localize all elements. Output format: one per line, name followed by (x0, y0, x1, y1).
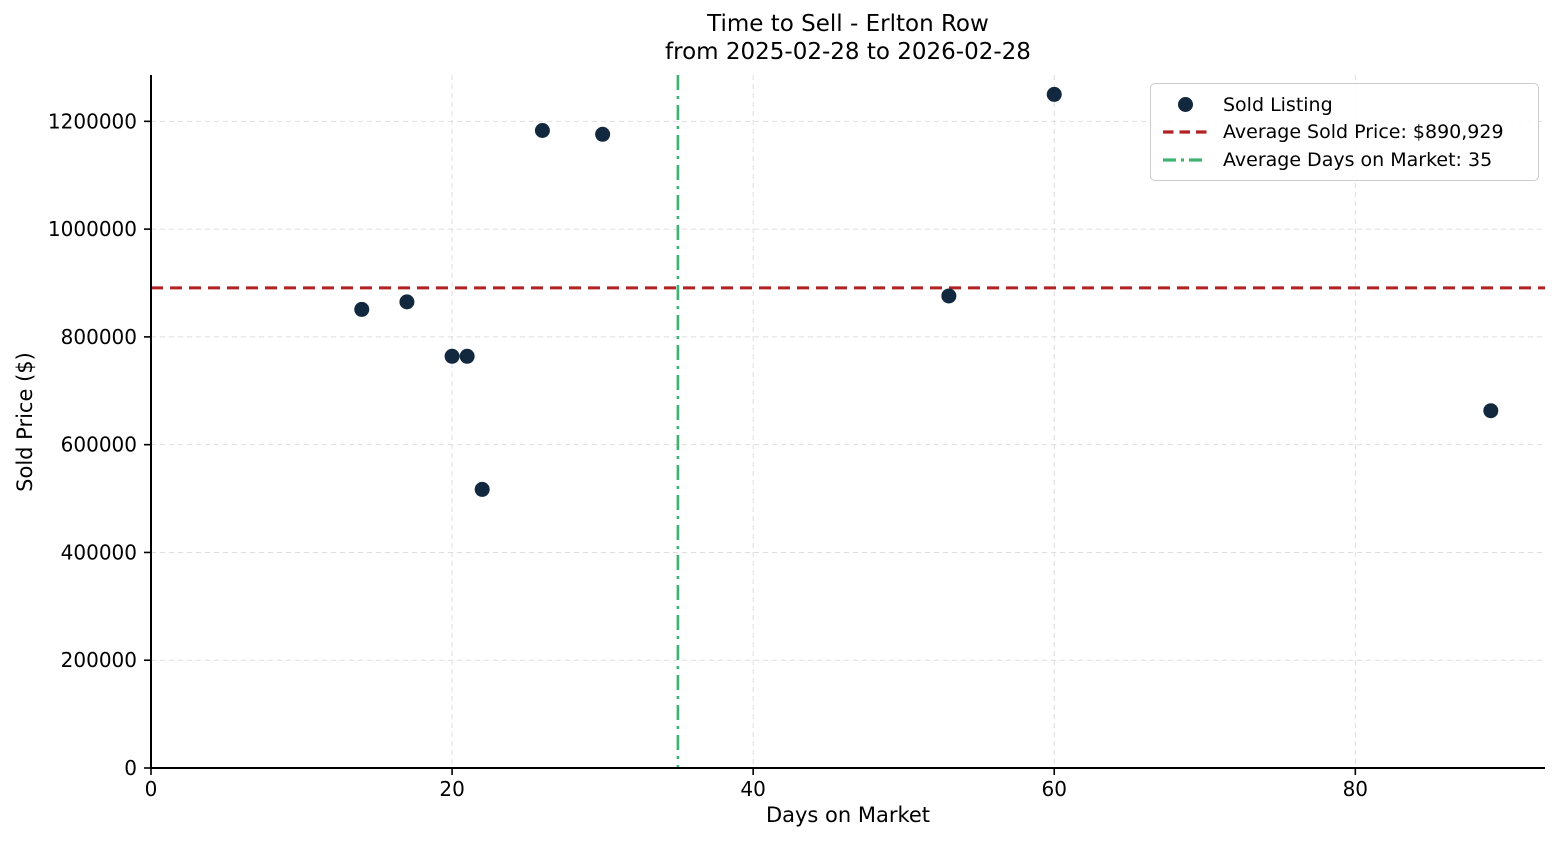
sold-listing-point (459, 348, 475, 364)
legend-item-average-sold-price: Average Sold Price: $890,929 (1161, 121, 1528, 143)
legend-label-sold-listing: Sold Listing (1223, 93, 1333, 116)
x-tick-label: 20 (439, 777, 464, 801)
legend: Sold Listing Average Sold Price: $890,92… (1150, 83, 1539, 181)
chart-title-line2: from 2025-02-28 to 2026-02-28 (665, 39, 1031, 65)
sold-listing-point (1483, 403, 1499, 419)
y-tick-label: 1000000 (48, 217, 137, 241)
x-tick-label: 80 (1343, 777, 1368, 801)
legend-label-average-days-on-market: Average Days on Market: 35 (1223, 148, 1493, 171)
legend-dot-swatch (1177, 97, 1193, 112)
y-tick-label: 200000 (61, 648, 137, 672)
sold-listing-point (444, 348, 460, 364)
sold-listing-point (399, 294, 415, 310)
y-tick-label: 400000 (61, 540, 137, 564)
sold-listing-point (354, 301, 370, 317)
sold-listing-point (941, 288, 957, 304)
x-axis-label: Days on Market (765, 803, 931, 827)
x-tick-label: 40 (740, 777, 765, 801)
x-tick-label: 60 (1042, 777, 1067, 801)
dashed-line-icon (1161, 129, 1209, 135)
legend-dash-swatch (1163, 130, 1207, 134)
y-axis-label-wrap: Sold Price ($) (13, 322, 37, 522)
legend-item-average-days-on-market: Average Days on Market: 35 (1161, 149, 1528, 171)
y-tick-label: 0 (124, 756, 137, 780)
sold-listing-point (1046, 86, 1062, 102)
chart-title: Time to Sell - Erlton Row from 2025-02-2… (151, 10, 1545, 66)
legend-label-average-sold-price: Average Sold Price: $890,929 (1223, 121, 1504, 143)
y-tick-label: 800000 (61, 325, 137, 349)
sold-listing-point (595, 126, 611, 142)
sold-listing-marker-icon (1161, 97, 1209, 112)
y-tick-label: 1200000 (48, 109, 137, 133)
legend-item-sold-listing: Sold Listing (1161, 94, 1528, 116)
y-axis-label: Sold Price ($) (13, 352, 37, 492)
x-tick-label: 0 (145, 777, 158, 801)
legend-dashdot-swatch (1163, 157, 1207, 162)
chart-title-line1: Time to Sell - Erlton Row (707, 11, 989, 37)
dashdot-line-icon (1161, 157, 1209, 163)
sold-listing-point (474, 481, 490, 497)
sold-listing-point (534, 123, 550, 139)
y-tick-label: 600000 (61, 433, 137, 457)
